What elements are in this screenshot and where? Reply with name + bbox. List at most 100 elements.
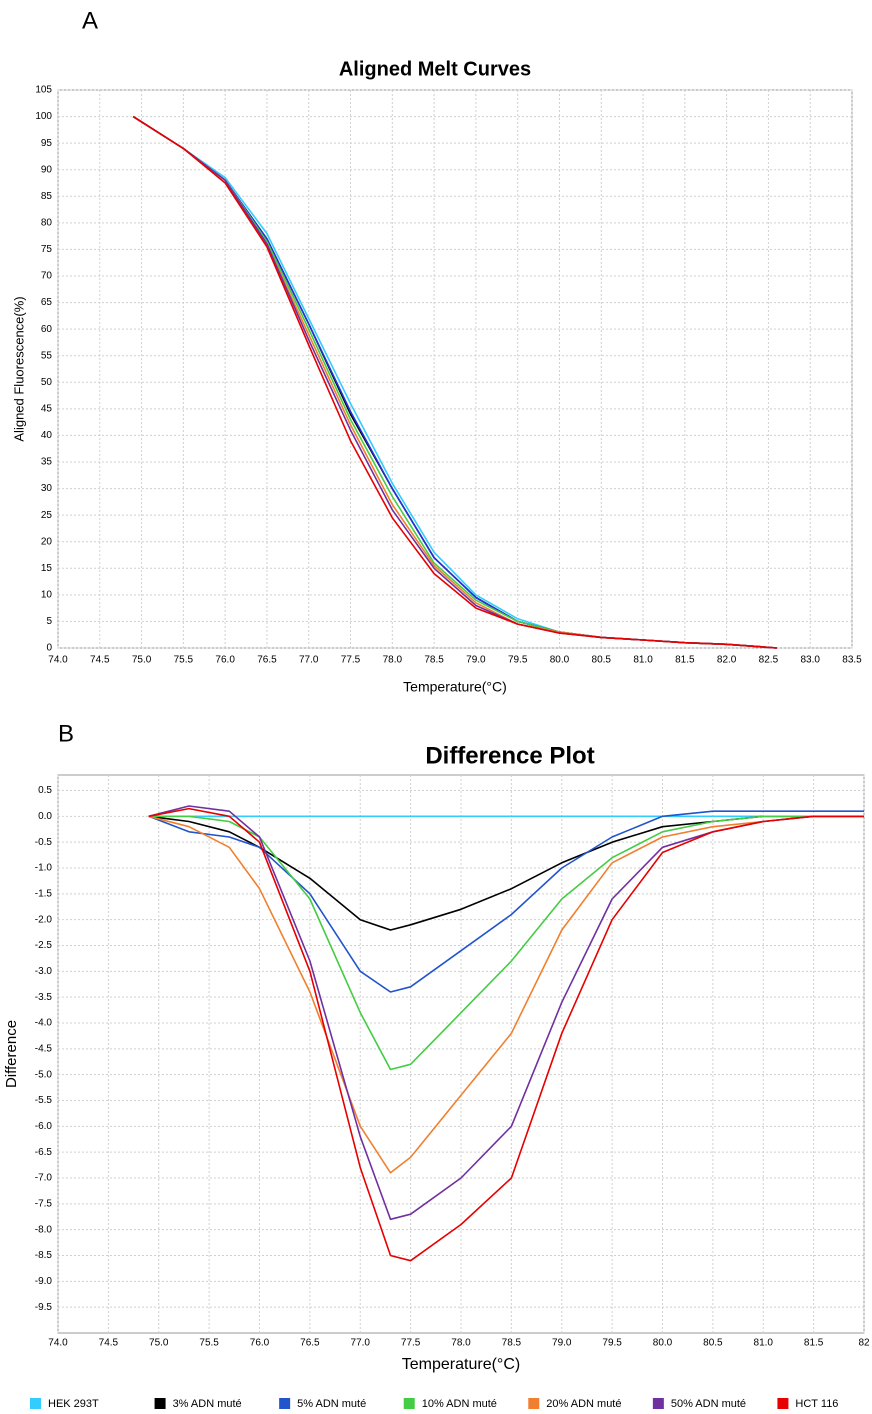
legend-label: 10% ADN muté [422,1398,497,1410]
y-tick-label: 0.0 [38,811,52,822]
x-tick-label: 74.0 [48,1338,68,1349]
panel-label: B [58,720,74,747]
legend-label: HCT 116 [795,1398,838,1410]
y-tick-label: -4.5 [35,1043,53,1054]
y-tick-label: 35 [41,457,53,468]
x-tick-label: 82.5 [759,655,779,666]
legend-swatch [403,1398,415,1409]
y-tick-label: 55 [41,350,53,361]
x-tick-label: 78.0 [451,1338,471,1349]
x-tick-label: 83.5 [842,655,862,666]
series-line [148,810,864,993]
chart-title: Aligned Melt Curves [339,58,531,80]
x-tick-label: 75.5 [174,655,194,666]
y-tick-label: -3.0 [35,966,53,977]
series-line [148,807,864,1262]
legend-swatch [154,1398,166,1409]
y-tick-label: 65 [41,297,53,308]
x-tick-label: 81.5 [675,655,695,666]
y-tick-label: 10 [41,589,53,600]
x-tick-label: 83.0 [800,655,820,666]
series-line [148,815,864,1071]
y-tick-label: 95 [41,138,53,149]
y-axis-label: Difference [3,1020,20,1088]
x-tick-label: 76.5 [300,1338,320,1349]
x-tick-label: 77.5 [401,1338,421,1349]
x-tick-label: 82.0 [717,655,737,666]
y-tick-label: 0 [46,643,52,654]
legend-label: 5% ADN muté [297,1398,366,1410]
legend-swatch [652,1398,664,1409]
y-tick-label: -6.5 [35,1147,53,1158]
legend-label: 20% ADN muté [546,1398,621,1410]
x-tick-label: 74.5 [90,655,110,666]
y-tick-label: 50 [41,377,53,388]
y-tick-label: 15 [41,563,53,574]
legend-label: 50% ADN muté [671,1398,746,1410]
y-tick-label: -8.5 [35,1250,53,1261]
x-tick-label: 81.5 [804,1338,824,1349]
y-tick-label: 80 [41,217,53,228]
y-tick-label: -0.5 [35,837,53,848]
y-tick-label: -9.0 [35,1276,53,1287]
y-tick-label: -9.5 [35,1302,53,1313]
x-tick-label: 81.0 [754,1338,774,1349]
y-tick-label: -4.0 [35,1018,53,1029]
y-tick-label: 85 [41,191,53,202]
y-tick-label: 75 [41,244,53,255]
x-tick-label: 74.0 [48,655,68,666]
x-tick-label: 81.0 [633,655,653,666]
y-tick-label: -7.0 [35,1173,53,1184]
y-tick-label: 20 [41,536,53,547]
x-tick-label: 77.5 [341,655,361,666]
y-tick-label: 40 [41,430,53,441]
y-tick-label: -3.5 [35,992,53,1003]
series-line [132,115,777,649]
x-tick-label: 79.5 [602,1338,622,1349]
legend-label: 3% ADN muté [173,1398,242,1410]
chart-title: Difference Plot [425,742,594,769]
x-tick-label: 76.5 [257,655,277,666]
x-tick-label: 80.0 [550,655,570,666]
legend-label: HEK 293T [48,1398,99,1410]
y-tick-label: 100 [35,111,52,122]
x-tick-label: 79.0 [552,1338,572,1349]
legend-swatch [279,1398,291,1409]
y-tick-label: 60 [41,324,53,335]
y-tick-label: 30 [41,483,53,494]
y-tick-label: 105 [35,85,52,96]
y-tick-label: 0.5 [38,785,52,796]
plot-area [57,774,865,1334]
panel-label: A [82,7,98,34]
x-tick-label: 75.0 [149,1338,169,1349]
x-tick-label: 80.5 [703,1338,723,1349]
y-tick-label: -5.0 [35,1069,53,1080]
x-tick-label: 78.0 [383,655,403,666]
x-axis-label: Temperature(°C) [403,679,507,695]
y-tick-label: -7.5 [35,1198,53,1209]
series-line [148,815,864,1174]
y-tick-label: 25 [41,510,53,521]
x-axis-label: Temperature(°C) [402,1356,520,1373]
y-tick-label: 45 [41,403,53,414]
x-tick-label: 76.0 [215,655,235,666]
y-tick-label: -5.5 [35,1095,53,1106]
x-tick-label: 80.0 [653,1338,673,1349]
y-tick-label: 90 [41,164,53,175]
x-tick-label: 80.5 [592,655,612,666]
x-tick-label: 76.0 [250,1338,270,1349]
legend-swatch [30,1398,41,1409]
x-tick-label: 75.0 [132,655,152,666]
y-tick-label: 5 [46,616,52,627]
y-tick-label: -6.0 [35,1121,53,1132]
x-tick-label: 75.5 [199,1338,219,1349]
legend-swatch [528,1398,540,1409]
y-tick-label: -1.0 [35,863,53,874]
legend-swatch [777,1398,789,1409]
y-tick-label: -1.5 [35,888,53,899]
y-axis-label: Aligned Fluorescence(%) [11,296,26,441]
y-tick-label: -2.5 [35,940,53,951]
y-tick-label: 70 [41,271,53,282]
x-tick-label: 79.0 [466,655,486,666]
y-tick-label: -8.0 [35,1224,53,1235]
